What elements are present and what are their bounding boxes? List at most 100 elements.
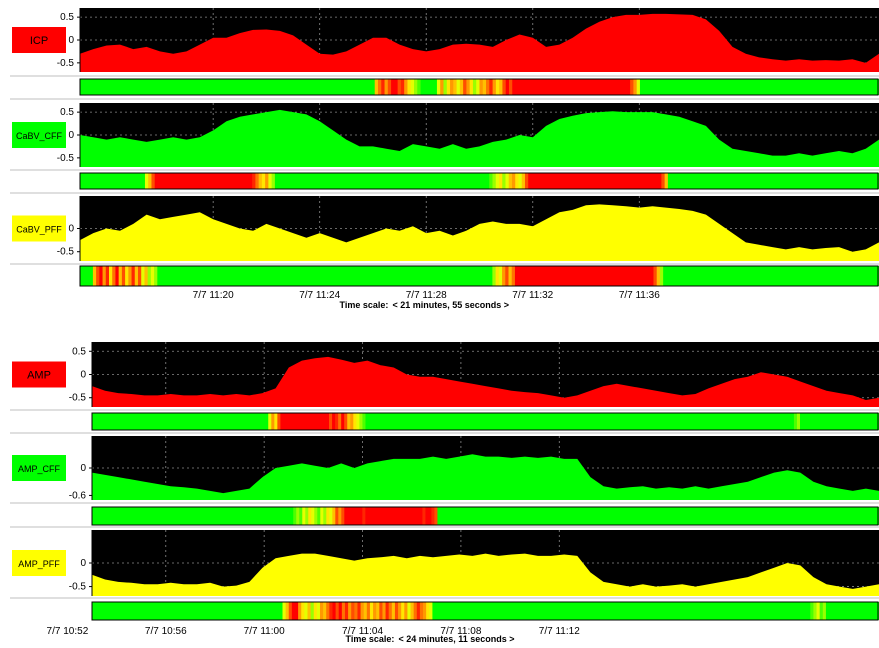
x-tick-label: 7/7 11:28 [406, 290, 447, 301]
status-cell [189, 413, 193, 430]
status-cell [866, 507, 871, 525]
y-tick-label: 0 [68, 224, 74, 235]
status-cell [119, 413, 123, 430]
time-scale-value[interactable]: < 24 minutes, 11 seconds > [399, 634, 515, 644]
time-scale-value[interactable]: < 21 minutes, 55 seconds > [393, 300, 510, 310]
status-cell [247, 79, 251, 95]
status-cell [96, 173, 101, 189]
status-cell [620, 507, 625, 525]
status-cell [521, 173, 526, 189]
status-cell [284, 507, 288, 525]
status-cell [742, 173, 747, 189]
status-cell [840, 266, 845, 286]
status-cell [381, 79, 386, 95]
status-cell [313, 602, 318, 620]
status-cell [443, 79, 448, 95]
status-cell [688, 266, 693, 286]
status-cell [441, 413, 446, 430]
status-cell [869, 266, 874, 286]
status-cell [388, 173, 393, 189]
status-cell [83, 173, 88, 189]
status-cell [443, 507, 448, 525]
status-cell [551, 79, 556, 95]
status-cell [715, 79, 720, 95]
status-cell [508, 266, 513, 286]
status-cell [563, 602, 568, 620]
status-cell [605, 507, 610, 525]
status-cell [92, 173, 97, 189]
status-cell [810, 79, 815, 95]
status-cell [129, 602, 134, 620]
status-cell [101, 507, 105, 525]
status-cell [824, 413, 828, 430]
status-cell [295, 602, 299, 620]
status-cell [486, 173, 490, 189]
status-cell [662, 507, 667, 525]
x-tick-label: 7/7 11:08 [440, 626, 481, 637]
status-cell [621, 266, 626, 286]
status-cell [528, 79, 533, 95]
status-cell [512, 79, 517, 95]
status-cell [270, 266, 274, 286]
status-cell [110, 413, 114, 430]
status-cell [515, 173, 520, 189]
status-cell [148, 79, 153, 95]
status-cell [523, 413, 528, 430]
status-cell [683, 507, 688, 525]
status-cell [449, 507, 454, 525]
status-cell [223, 602, 227, 620]
status-cell [471, 413, 476, 430]
status-cell [400, 79, 405, 95]
status-cell [344, 507, 348, 525]
status-cell [587, 79, 592, 95]
status-cell [104, 602, 109, 620]
status-cell [779, 602, 783, 620]
status-cell [835, 602, 839, 620]
status-cell [854, 507, 859, 525]
status-cell [265, 173, 269, 189]
status-cell [357, 266, 361, 286]
status-cell [476, 266, 481, 286]
status-cell [300, 173, 305, 189]
status-cell [258, 173, 263, 189]
status-cell [638, 602, 643, 620]
status-cell [452, 507, 457, 525]
status-cell [609, 173, 614, 189]
status-cell [583, 173, 588, 189]
status-cell [813, 602, 818, 620]
status-cell [674, 173, 679, 189]
status-cell [744, 79, 749, 95]
status-cell [309, 79, 314, 95]
status-cell [623, 413, 628, 430]
status-cell [333, 173, 338, 189]
status-cell [310, 413, 315, 430]
status-cell [98, 602, 102, 620]
status-cell [135, 79, 140, 95]
status-cell [294, 173, 299, 189]
status-cell [350, 413, 354, 430]
status-cell [138, 602, 143, 620]
status-cell [752, 507, 757, 525]
status-cell [839, 413, 844, 430]
status-cell [756, 266, 761, 286]
status-cell [233, 507, 237, 525]
status-cell [608, 507, 613, 525]
status-cell [502, 413, 506, 430]
status-cell [340, 266, 345, 286]
status-cell [291, 173, 295, 189]
status-cell [617, 507, 622, 525]
status-cell [165, 79, 170, 95]
status-cell [550, 413, 555, 430]
status-cell [383, 507, 387, 525]
status-cell [122, 413, 127, 430]
status-cell [485, 507, 490, 525]
status-cell [122, 507, 126, 525]
status-cell [659, 507, 664, 525]
status-cell [216, 413, 221, 430]
status-cell [713, 173, 718, 189]
status-cell [273, 602, 277, 620]
status-cell [281, 507, 285, 525]
status-cell [99, 266, 104, 286]
status-cell [125, 173, 130, 189]
status-cell [596, 173, 601, 189]
